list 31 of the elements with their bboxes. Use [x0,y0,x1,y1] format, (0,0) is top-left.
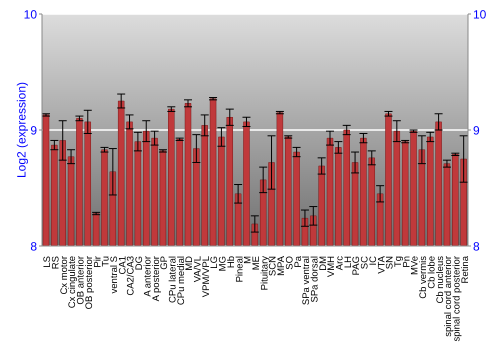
y-axis-title: Log2 (expression) [14,82,28,178]
x-tick-label: Tg [393,256,404,268]
x-tick-label: SPa dorsal [309,256,320,302]
y-tick-label: 9 [30,123,38,138]
x-tick-label: Pir [92,256,104,268]
x-tick-label: Hb [226,256,237,268]
y2-tick-label: 8 [473,239,480,254]
x-tick-label: Cb lobe [426,256,438,289]
x-tick-label: SCN [268,256,279,276]
x-tick-label: DM [318,256,329,271]
x-tick-label: SN [384,256,396,270]
x-tick-label: SO [284,256,296,270]
x-tick-label: Pineal [234,256,246,282]
x-tick-label: Pa [292,255,304,268]
x-tick-label: Pituitary [259,256,270,290]
x-tick-label: ventral S [109,256,120,294]
x-tick-label: CPu medial [176,256,187,306]
x-tick-label: Cb nucleus [434,256,446,304]
x-tick-label: ME [251,256,262,270]
y-tick-label: 10 [24,7,38,22]
x-tick-label: MVe [410,256,421,276]
y2-tick-label: 10 [473,7,487,22]
x-tick-label: IC [368,256,379,266]
x-tick-label: RS [50,256,62,270]
x-tick-label: Arc [334,256,346,270]
x-tick-label: VMH [326,256,338,278]
y2-tick-label: 9 [473,123,480,138]
x-tick-label: A posterior [150,256,162,302]
x-tick-label: M [242,256,254,264]
y-tick-label: 8 [30,239,38,254]
x-tick-label: Retina [460,255,471,284]
